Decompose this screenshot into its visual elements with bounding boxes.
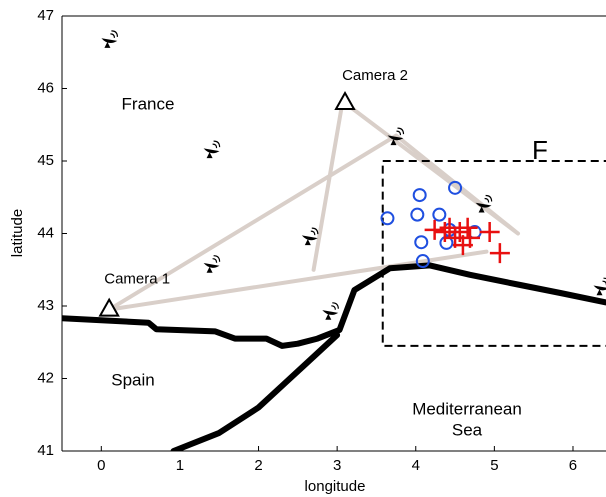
- sensor-dish: [387, 135, 404, 141]
- sensor-waves: [484, 194, 493, 203]
- x-tick-label: 2: [254, 457, 262, 474]
- x-tick-label: 1: [176, 457, 184, 474]
- sensor-waves: [310, 227, 319, 236]
- sensor-waves: [212, 140, 221, 149]
- estimate-circle: [432, 207, 447, 222]
- y-tick-label: 43: [37, 297, 54, 314]
- sensor-stand: [304, 239, 311, 246]
- sensor-stand: [206, 266, 213, 273]
- annotation: France: [122, 94, 175, 113]
- x-tick-label: 3: [333, 457, 341, 474]
- sensor-stand: [206, 152, 213, 159]
- sensor: [322, 302, 339, 320]
- estimate-circle: [415, 254, 430, 269]
- estimate-cross: [452, 235, 473, 256]
- sensor-stand: [325, 313, 332, 320]
- sensor-dish: [301, 235, 318, 241]
- sensor-dish: [475, 202, 492, 208]
- sensor: [387, 127, 405, 146]
- estimate-cross: [479, 222, 500, 243]
- x-tick-label: 4: [412, 457, 420, 474]
- camera: [98, 297, 120, 317]
- estimate-cross: [434, 222, 455, 243]
- x-axis-label: longitude: [305, 478, 366, 495]
- y-axis-label: latitude: [9, 209, 26, 257]
- x-tick-label: 6: [569, 457, 577, 474]
- y-tick-label: 42: [37, 369, 54, 386]
- annotation: Sea: [452, 420, 483, 439]
- sensor-waves: [212, 255, 221, 263]
- estimate-cross: [424, 219, 445, 240]
- y-tick-label: 46: [37, 79, 54, 96]
- sensor-dish: [203, 148, 220, 154]
- sensor-dish: [593, 285, 606, 291]
- estimate-cross: [457, 217, 478, 238]
- coastline: [62, 262, 606, 451]
- sensor: [101, 30, 119, 48]
- estimate-circle: [410, 207, 425, 222]
- region-box: [381, 160, 606, 347]
- plot-area: [62, 30, 606, 451]
- sensor-waves: [396, 127, 405, 136]
- camera-label: Camera 1: [104, 271, 170, 288]
- sensor-dish: [203, 262, 220, 268]
- sensor-stand: [104, 41, 111, 48]
- annotation: Mediterranean: [412, 399, 522, 418]
- camera: [334, 90, 356, 110]
- region-label: F: [532, 135, 548, 165]
- camera-label: Camera 2: [342, 67, 408, 84]
- sensor-dish: [101, 38, 118, 44]
- x-tick-label: 0: [97, 457, 105, 474]
- sensor-waves: [110, 30, 119, 38]
- annotation: Spain: [111, 370, 154, 389]
- y-tick-label: 47: [37, 7, 54, 24]
- estimate-cross: [489, 243, 510, 264]
- estimate-circle: [380, 211, 395, 226]
- sensor-waves: [331, 302, 339, 310]
- estimate-circle: [448, 180, 463, 195]
- sensor-dish: [322, 310, 339, 315]
- sensor: [203, 140, 221, 159]
- estimate-circle: [412, 188, 427, 203]
- y-tick-label: 41: [37, 442, 54, 459]
- y-tick-label: 44: [37, 224, 54, 241]
- sensor: [301, 227, 319, 246]
- sensor-stand: [478, 206, 485, 213]
- sensor-stand: [390, 139, 397, 146]
- sensor: [475, 194, 493, 213]
- sensor: [203, 255, 221, 273]
- sensor-stand: [596, 289, 603, 296]
- estimate-cross: [439, 217, 460, 238]
- estimate-circle: [414, 235, 429, 250]
- y-tick-label: 45: [37, 152, 54, 169]
- x-tick-label: 5: [490, 457, 498, 474]
- sight-line: [107, 101, 520, 312]
